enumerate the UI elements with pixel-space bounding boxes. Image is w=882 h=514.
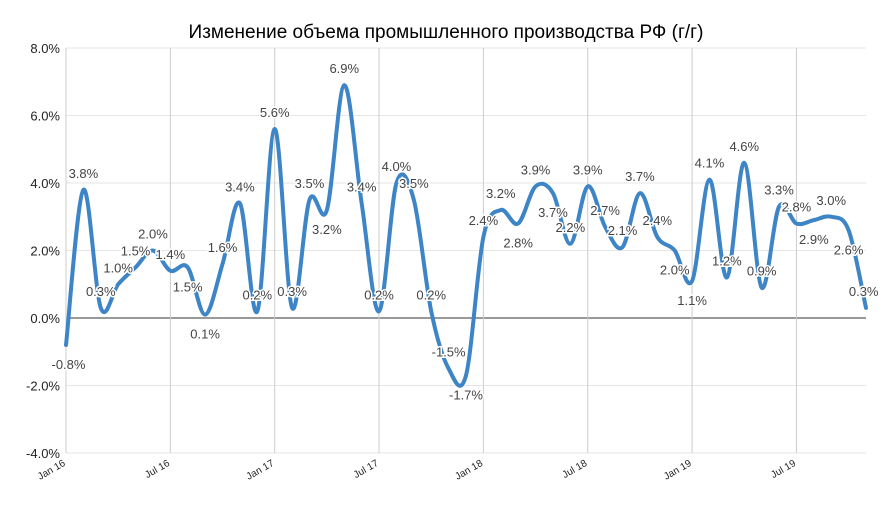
data-label: 1.1%: [677, 293, 707, 308]
data-label: 2.1%: [608, 223, 638, 238]
data-label: 3.4%: [347, 179, 377, 194]
x-tick-label: Jul 18: [561, 458, 590, 481]
data-label: 3.5%: [399, 176, 429, 191]
x-tick-label: Jan 18: [453, 458, 485, 483]
data-label: 3.9%: [573, 162, 603, 177]
data-label: 0.3%: [277, 284, 307, 299]
data-label: 2.8%: [503, 236, 533, 251]
data-label: 3.5%: [295, 176, 325, 191]
data-label: 0.3%: [86, 284, 116, 299]
data-label: 1.2%: [712, 254, 742, 269]
data-label: 3.9%: [521, 162, 551, 177]
data-label: 0.9%: [747, 264, 777, 279]
data-label: 1.4%: [156, 247, 186, 262]
data-label: 3.8%: [69, 166, 99, 181]
y-tick-label: 4.0%: [30, 176, 60, 191]
data-label: 0.2%: [416, 287, 446, 302]
series-line: [64, 83, 868, 388]
data-label: -0.8%: [52, 357, 86, 372]
data-label: 5.6%: [260, 105, 290, 120]
data-label: 3.7%: [538, 205, 568, 220]
data-label: 3.4%: [225, 179, 255, 194]
data-label: 2.8%: [782, 200, 812, 215]
chart-title: Изменение объема промышленного производс…: [189, 22, 704, 43]
data-label: 3.2%: [486, 186, 516, 201]
data-label: 1.5%: [121, 243, 151, 258]
x-tick-label: Jan 17: [245, 458, 277, 483]
data-label: 6.9%: [329, 61, 359, 76]
data-label: 2.0%: [138, 227, 168, 242]
data-label: 0.3%: [849, 284, 879, 299]
data-label: 4.0%: [382, 159, 412, 174]
data-label: 4.1%: [695, 156, 725, 171]
data-label: 2.4%: [469, 213, 499, 228]
y-tick-label: 8.0%: [30, 41, 60, 56]
data-label: 2.2%: [556, 220, 586, 235]
x-tick-label: Jan 19: [662, 458, 694, 483]
data-label: 4.6%: [729, 139, 759, 154]
data-label: 3.2%: [312, 222, 342, 237]
data-label: 0.2%: [364, 287, 394, 302]
data-label: 0.1%: [190, 327, 220, 342]
x-tick-label: Jul 19: [769, 458, 798, 481]
y-tick-label: 0.0%: [30, 311, 60, 326]
y-tick-label: -4.0%: [26, 446, 60, 461]
data-label: 0.2%: [242, 287, 272, 302]
gridlines: [65, 47, 866, 454]
x-tick-label: Jul 16: [143, 458, 172, 481]
data-labels: -0.8%3.8%0.3%1.0%1.5%2.0%1.4%1.5%0.1%1.6…: [50, 60, 880, 404]
x-tick-label: Jul 17: [352, 458, 381, 481]
data-label: -1.5%: [432, 345, 466, 360]
data-label: 2.4%: [642, 213, 672, 228]
data-label: 2.9%: [799, 232, 829, 247]
data-label: 3.3%: [764, 183, 794, 198]
x-tick-label: Jan 16: [36, 458, 68, 483]
data-label: 2.0%: [660, 263, 690, 278]
data-label: 2.7%: [590, 203, 620, 218]
y-tick-label: -2.0%: [26, 379, 60, 394]
data-label: -1.7%: [449, 387, 483, 402]
data-label: 3.0%: [816, 193, 846, 208]
y-tick-label: 6.0%: [30, 109, 60, 124]
y-tick-label: 2.0%: [30, 244, 60, 259]
data-label: 1.6%: [208, 240, 238, 255]
data-label: 1.5%: [173, 279, 203, 294]
data-label: 2.6%: [834, 242, 864, 257]
data-label: 1.0%: [103, 260, 133, 275]
data-label: 3.7%: [625, 169, 655, 184]
